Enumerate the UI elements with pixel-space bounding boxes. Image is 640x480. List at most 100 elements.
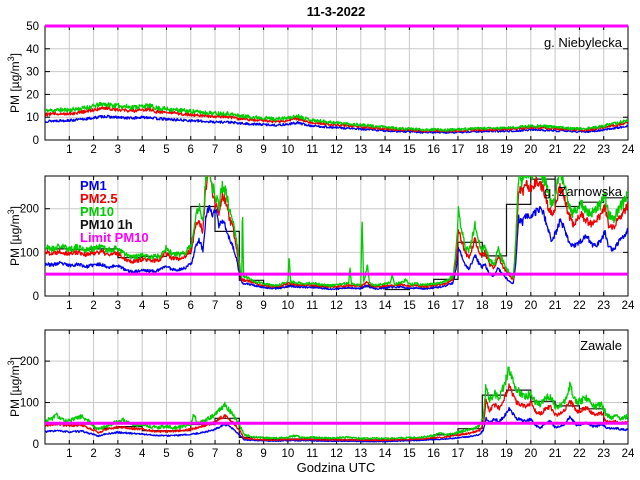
x-tick-label: 6 bbox=[188, 144, 194, 156]
x-tick-label: 8 bbox=[236, 448, 242, 460]
legend-item-pm10: PM10 bbox=[80, 204, 114, 219]
x-tick-label: 18 bbox=[476, 448, 489, 460]
series-pm10 bbox=[45, 176, 628, 288]
x-tick-label: 13 bbox=[354, 448, 367, 460]
series-pm1 bbox=[45, 406, 628, 443]
series-pm2-5 bbox=[45, 176, 628, 289]
y-tick-label: 0 bbox=[33, 291, 39, 303]
y-tick-label: 10 bbox=[26, 112, 39, 124]
y-tick-label: 100 bbox=[20, 247, 39, 259]
x-tick-label: 14 bbox=[379, 144, 392, 156]
x-tick-label: 16 bbox=[427, 300, 440, 312]
legend-item-pm1: PM1 bbox=[80, 178, 107, 193]
x-tick-label: 21 bbox=[549, 300, 562, 312]
legend-item-pm10-1h: PM10 1h bbox=[80, 217, 133, 232]
y-tick-label: 30 bbox=[26, 67, 39, 79]
y-tick-label: 100 bbox=[20, 398, 39, 410]
x-tick-label: 16 bbox=[427, 448, 440, 460]
x-tick-label: 2 bbox=[90, 144, 96, 156]
x-tick-label: 20 bbox=[524, 300, 537, 312]
x-tick-label: 24 bbox=[622, 300, 635, 312]
x-tick-label: 24 bbox=[622, 144, 635, 156]
panel-2: 1 2 3 4 5 6 7 8 9 10 11 12 13 14 15 16 17 18 19 20 21 22 23 240… bbox=[20, 175, 635, 312]
x-tick-label: 7 bbox=[212, 448, 218, 460]
panel-1: 1 2 3 4 5 6 7 8 9 10 11 12 13 14 15 16 17 18 19 20 21 22 23 240… bbox=[26, 21, 635, 156]
x-tick-label: 20 bbox=[524, 448, 537, 460]
x-tick-label: 9 bbox=[260, 300, 266, 312]
x-tick-label: 23 bbox=[597, 300, 610, 312]
x-tick-label: 9 bbox=[260, 448, 266, 460]
y-axis-label-bottom: PM [µg/m3] bbox=[6, 357, 22, 417]
x-tick-label: 20 bbox=[524, 144, 537, 156]
x-tick-label: 22 bbox=[573, 144, 586, 156]
series-pm10-1h bbox=[45, 178, 628, 291]
x-tick-label: 19 bbox=[500, 300, 513, 312]
x-tick-label: 7 bbox=[212, 300, 218, 312]
x-tick-label: 10 bbox=[282, 144, 295, 156]
x-tick-label: 9 bbox=[260, 144, 266, 156]
chart-title: 11-3-2022 bbox=[306, 4, 366, 19]
x-tick-label: 17 bbox=[452, 144, 465, 156]
x-tick-label: 12 bbox=[330, 300, 343, 312]
x-tick-label: 5 bbox=[163, 144, 169, 156]
x-tick-label: 4 bbox=[139, 448, 146, 460]
x-tick-label: 24 bbox=[622, 448, 635, 460]
x-tick-label: 23 bbox=[597, 144, 610, 156]
x-tick-label: 21 bbox=[549, 144, 562, 156]
panel-3: 1 2 3 4 5 6 7 8 9 10 11 12 13 14 15 16 17 18 19 20 21 22 23 240… bbox=[20, 329, 635, 460]
series-pm2-5 bbox=[45, 383, 628, 442]
x-tick-label: 8 bbox=[236, 300, 242, 312]
x-tick-label: 8 bbox=[236, 144, 242, 156]
x-tick-label: 3 bbox=[115, 300, 121, 312]
x-tick-label: 6 bbox=[188, 448, 194, 460]
x-tick-label: 5 bbox=[163, 448, 169, 460]
x-tick-label: 2 bbox=[90, 448, 96, 460]
x-tick-label: 1 bbox=[66, 448, 72, 460]
series-pm1 bbox=[45, 114, 628, 134]
x-axis-label: Godzina UTC bbox=[296, 460, 376, 475]
station-label-zawale: Zawale bbox=[580, 338, 622, 353]
x-tick-label: 22 bbox=[573, 300, 586, 312]
x-tick-label: 22 bbox=[573, 448, 586, 460]
x-tick-label: 19 bbox=[500, 448, 513, 460]
x-tick-label: 15 bbox=[403, 300, 416, 312]
station-label-niebylecka: g. Niebylecka bbox=[543, 35, 622, 50]
legend-item-pm2-5: PM2.5 bbox=[80, 191, 118, 206]
legend: PM1 PM2.5 PM10 PM10 1h Limit PM10 bbox=[80, 179, 149, 244]
x-tick-label: 12 bbox=[330, 448, 343, 460]
x-tick-label: 13 bbox=[354, 144, 367, 156]
x-tick-label: 3 bbox=[115, 144, 121, 156]
x-tick-label: 15 bbox=[403, 144, 416, 156]
series-pm2-5 bbox=[45, 105, 628, 133]
x-tick-label: 18 bbox=[476, 144, 489, 156]
x-tick-label: 2 bbox=[90, 300, 96, 312]
x-tick-label: 15 bbox=[403, 448, 416, 460]
y-tick-label: 40 bbox=[26, 44, 39, 56]
x-tick-label: 16 bbox=[427, 144, 440, 156]
x-tick-label: 3 bbox=[115, 448, 121, 460]
legend-item-limit-pm10: Limit PM10 bbox=[80, 230, 149, 245]
x-tick-label: 18 bbox=[476, 300, 489, 312]
x-tick-label: 10 bbox=[282, 300, 295, 312]
x-tick-label: 19 bbox=[500, 144, 513, 156]
x-tick-label: 1 bbox=[66, 144, 72, 156]
series-pm1 bbox=[45, 204, 628, 291]
y-tick-label: 200 bbox=[20, 204, 39, 216]
x-tick-label: 4 bbox=[139, 144, 146, 156]
series-pm10 bbox=[45, 101, 628, 132]
x-tick-label: 6 bbox=[188, 300, 194, 312]
x-tick-label: 23 bbox=[597, 448, 610, 460]
y-tick-label: 20 bbox=[26, 89, 39, 101]
x-tick-label: 17 bbox=[452, 448, 465, 460]
x-tick-label: 13 bbox=[354, 300, 367, 312]
y-tick-label: 0 bbox=[33, 135, 39, 147]
x-tick-label: 1 bbox=[66, 300, 72, 312]
x-tick-label: 7 bbox=[212, 144, 218, 156]
y-tick-label: 200 bbox=[20, 356, 39, 368]
x-tick-label: 5 bbox=[163, 300, 169, 312]
x-tick-label: 21 bbox=[549, 448, 562, 460]
station-label-zarnowska: g. Zarnowska bbox=[543, 184, 622, 199]
y-axis-label-middle: PM [µg/m3] bbox=[6, 206, 22, 266]
